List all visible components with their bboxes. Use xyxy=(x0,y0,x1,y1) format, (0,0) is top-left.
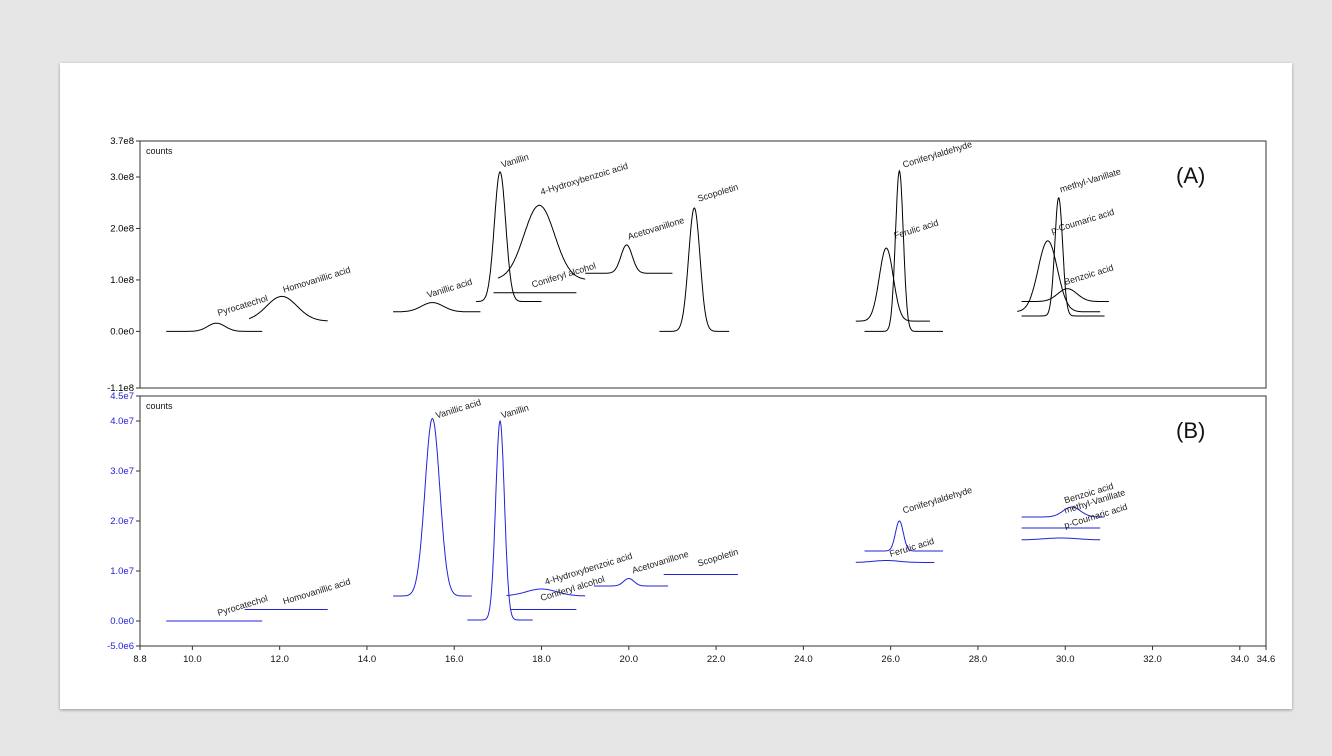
panel-b-trace-coniferylaldehyde xyxy=(864,520,943,552)
panel-b-label-vanillin: Vanillin xyxy=(500,403,530,421)
panel-b-trace-p-coumaric-acid xyxy=(1021,537,1101,541)
panel-a-label-ferulic-acid: Ferulic acid xyxy=(893,218,940,241)
panel-a-trace-ferulic-acid xyxy=(855,247,930,322)
panel-a-trace-scopoletin xyxy=(659,207,730,332)
panel-a-trace-acetovanillone xyxy=(585,244,673,274)
panel-a-trace-pyrocatechol xyxy=(166,322,263,332)
panel-b-ytick-label: 4.5e7 xyxy=(110,391,134,402)
panel-a-label-benzoic-acid: Benzoic acid xyxy=(1063,263,1115,287)
panel-a-label-coniferyl-alcohol: Coniferyl alcohol xyxy=(530,261,597,290)
panel-a-label-p-coumaric-acid: p-Coumaric acid xyxy=(1050,207,1116,236)
x-tick-label: 32.0 xyxy=(1143,654,1162,665)
panel-a-label-coniferylaldehyde: Coniferylaldehyde xyxy=(901,139,973,170)
panel-a-ytick-label: 1.0e8 xyxy=(110,275,134,286)
panel-a-trace-benzoic-acid xyxy=(1021,288,1109,302)
panel-b-ylabel: counts xyxy=(146,401,173,411)
x-tick-label: 26.0 xyxy=(881,654,900,665)
panel-b-label-pyrocatechol: Pyrocatechol xyxy=(216,593,269,618)
panel-a-frame xyxy=(139,140,1267,389)
panel-a-ytick-label: -1.1e8 xyxy=(107,383,134,394)
panel-a-label-pyrocatechol: Pyrocatechol xyxy=(216,293,269,318)
x-tick-label: 30.0 xyxy=(1056,654,1075,665)
panel-b-trace-benzoic-acid xyxy=(1021,506,1105,518)
x-tick-label: 22.0 xyxy=(707,654,726,665)
panel-a-trace-homovanillic-acid xyxy=(248,295,328,322)
chromatogram-chart: -1.1e8 0.0e0 1.0e8 2.0e8 3.0e8 3.7e8 counts (A)… xyxy=(107,136,1276,665)
panel-b-trace-4-hydroxybenzoic-acid xyxy=(506,588,586,597)
panel-a-ytick-label: 3.0e8 xyxy=(110,172,134,183)
panel-b-label-scopoletin: Scopoletin xyxy=(696,547,739,569)
x-tick-label: 10.0 xyxy=(183,654,202,665)
panel-b-label-homovanillic-acid: Homovanillic acid xyxy=(282,576,352,606)
panel-a-label-vanillin: Vanillin xyxy=(500,152,530,170)
panel-b-frame xyxy=(139,395,1267,647)
x-tick-label: 14.0 xyxy=(358,654,377,665)
x-tick-label: 28.0 xyxy=(969,654,988,665)
x-tick-label: 20.0 xyxy=(620,654,639,665)
chart-card: -1.1e8 0.0e0 1.0e8 2.0e8 3.0e8 3.7e8 counts (A)… xyxy=(60,63,1292,709)
panel-b-label-ferulic-acid: Ferulic acid xyxy=(888,536,935,559)
panel-b-ytick-label: 4.0e7 xyxy=(110,416,134,427)
panel-a-ytick-label: 0.0e0 xyxy=(110,326,134,337)
panel-b-ytick-label: 2.0e7 xyxy=(110,516,134,527)
panel-a-ylabel: counts xyxy=(146,146,173,156)
panel-b-ytick-label: -5.0e6 xyxy=(107,641,134,652)
x-tick-label: 34.0 xyxy=(1231,654,1250,665)
panel-b-ytick-label: 0.0e0 xyxy=(110,616,134,627)
panel-a-trace-methyl-vanillate xyxy=(1021,197,1105,317)
panel-b-trace-acetovanillone xyxy=(593,578,669,587)
panel-a-label-4-hydroxybenzoic-acid: 4-Hydroxybenzoic acid xyxy=(539,161,629,197)
panel-b-label-vanillic-acid: Vanillic acid xyxy=(434,397,482,420)
x-tick-label: 18.0 xyxy=(532,654,551,665)
panel-a-trace-coniferylaldehyde xyxy=(864,169,943,332)
panel-a-label-acetovanillone: Acetovanillone xyxy=(626,215,685,242)
x-tick-label: 34.6 xyxy=(1257,654,1276,665)
panel-b-trace-vanillin xyxy=(467,419,533,621)
panel-a-label-methyl-vanillate: methyl-Vanillate xyxy=(1059,166,1123,194)
panel-b-label-acetovanillone: Acetovanillone xyxy=(631,549,690,576)
x-tick-label: 12.0 xyxy=(270,654,289,665)
panel-a-trace-vanillin xyxy=(476,171,542,302)
panel-a-ytick-label: 2.0e8 xyxy=(110,223,134,234)
panel-a-trace-4-hydroxybenzoic-acid xyxy=(497,204,586,280)
panel-a-label-vanillic-acid: Vanillic acid xyxy=(426,277,474,300)
panel-b-trace-ferulic-acid xyxy=(855,560,935,563)
panel-b-label: (B) xyxy=(1176,418,1205,443)
x-tick-label: 8.8 xyxy=(133,654,146,665)
x-tick-label: 16.0 xyxy=(445,654,464,665)
panel-a-trace-vanillic-acid xyxy=(393,302,481,313)
panel-b-ytick-label: 3.0e7 xyxy=(110,466,134,477)
panel-a-label-homovanillic-acid: Homovanillic acid xyxy=(282,265,352,295)
panel-b-trace-vanillic-acid xyxy=(393,417,472,597)
panel-a-trace-p-coumaric-acid xyxy=(1017,240,1101,313)
panel-a-label-scopoletin: Scopoletin xyxy=(696,182,739,204)
panel-b-ytick-label: 1.0e7 xyxy=(110,566,134,577)
panel-a-ytick-label: 3.7e8 xyxy=(110,136,134,147)
x-tick-label: 24.0 xyxy=(794,654,813,665)
panel-b-label-coniferylaldehyde: Coniferylaldehyde xyxy=(901,485,973,516)
panel-a-label: (A) xyxy=(1176,163,1205,188)
